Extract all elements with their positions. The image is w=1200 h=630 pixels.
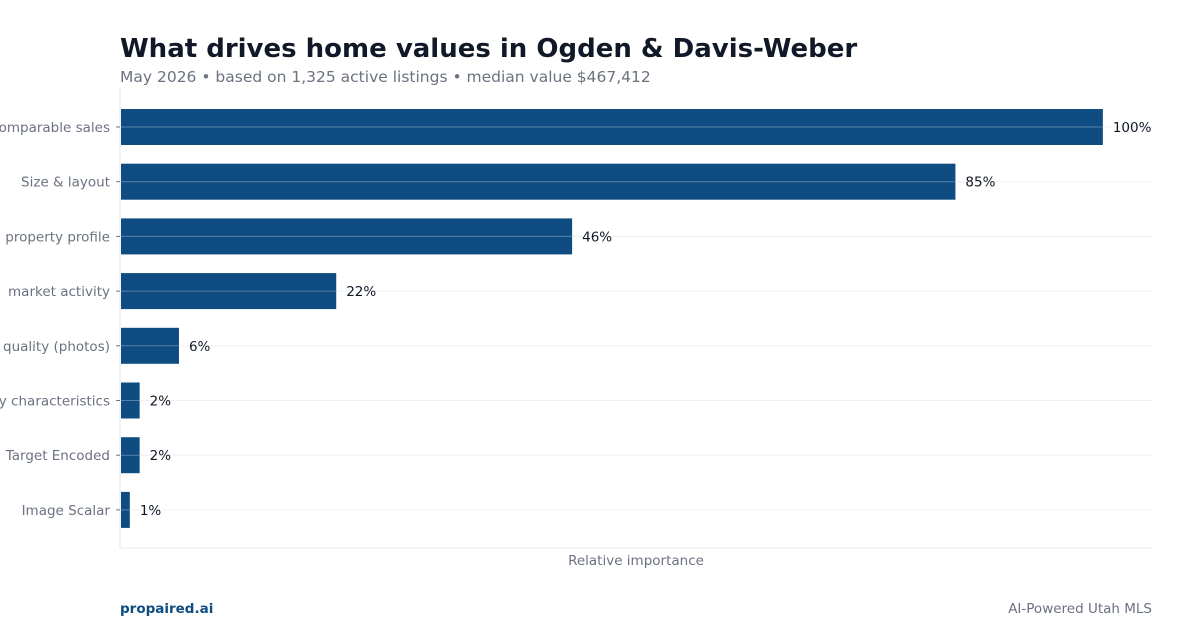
y-tick-label: Image Scalar xyxy=(22,503,111,519)
value-label: 2% xyxy=(150,448,172,464)
value-label: 100% xyxy=(1113,120,1152,136)
bar xyxy=(121,163,956,200)
y-tick-label: market activity xyxy=(8,284,110,300)
footer-note: AI-Powered Utah MLS xyxy=(1008,601,1152,617)
y-tick-label: Size & layout xyxy=(21,175,110,191)
value-label: 22% xyxy=(346,284,376,300)
value-label: 85% xyxy=(965,175,995,191)
y-tick-label: y characteristics xyxy=(0,394,110,410)
value-label: 6% xyxy=(189,339,211,355)
chart-title: What drives home values in Ogden & Davis… xyxy=(120,34,858,64)
x-axis-label: Relative importance xyxy=(568,553,704,569)
bar xyxy=(121,218,573,255)
y-tick-label: quality (photos) xyxy=(3,339,110,355)
bar xyxy=(121,437,140,474)
bar xyxy=(121,491,130,528)
y-tick-label: Comparable sales xyxy=(0,120,110,136)
bar xyxy=(121,273,337,310)
value-label: 46% xyxy=(582,229,612,245)
bar xyxy=(121,382,140,419)
chart-subtitle: May 2026 • based on 1,325 active listing… xyxy=(120,68,651,86)
bar xyxy=(121,109,1103,145)
bar xyxy=(121,327,179,364)
y-tick-label: Target Encoded xyxy=(5,448,110,464)
value-label: 2% xyxy=(150,394,172,410)
brand-link[interactable]: propaired.ai xyxy=(120,601,214,617)
y-tick-label: property profile xyxy=(5,229,110,245)
value-label: 1% xyxy=(140,503,162,519)
